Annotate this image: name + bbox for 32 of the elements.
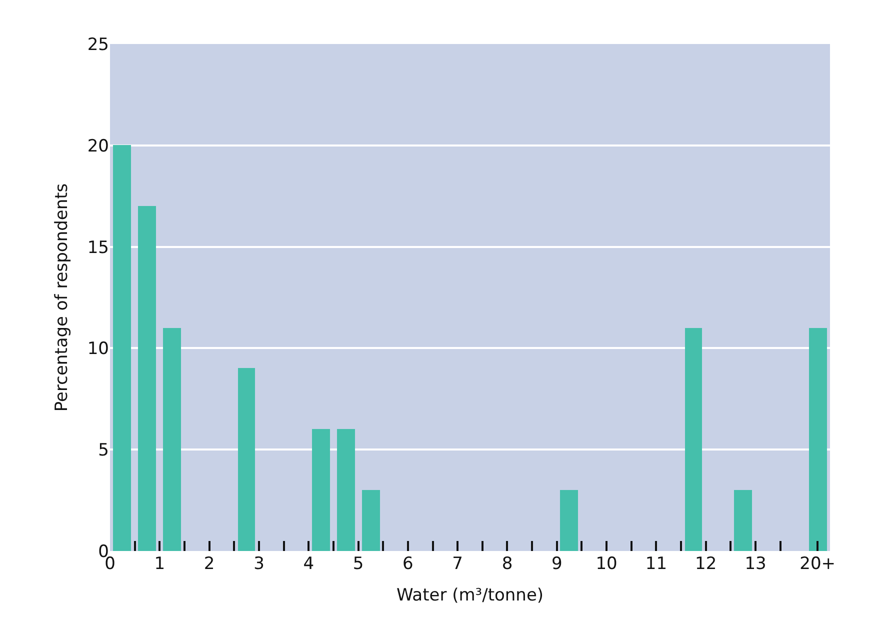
x-tick-label: 11 (645, 554, 668, 574)
bar (362, 490, 380, 551)
y-tick-label: 25 (87, 34, 109, 55)
bar (734, 490, 752, 551)
bar (113, 145, 131, 551)
bar (238, 368, 255, 551)
bar (138, 206, 156, 551)
y-tick-label: 20 (87, 136, 109, 156)
bar (337, 429, 355, 551)
x-tick-label: 13 (744, 554, 766, 574)
x-tick-label: 1 (154, 554, 166, 574)
x-tick-label: 4 (303, 554, 314, 574)
x-tick-label: 20+ (800, 554, 836, 574)
bar (685, 328, 702, 551)
x-tick-label: 6 (402, 554, 414, 574)
x-tick-label: 9 (551, 554, 562, 574)
y-tick-label: 15 (87, 238, 109, 258)
y-tick-label: 5 (98, 440, 109, 461)
x-tick-label: 5 (352, 554, 364, 574)
x-tick-label: 2 (204, 554, 215, 574)
x-tick-label: 10 (596, 554, 618, 574)
bar (163, 328, 181, 551)
bar (312, 429, 330, 551)
bar (809, 328, 827, 551)
x-tick-label: 3 (254, 554, 264, 574)
x-tick-label: 7 (452, 554, 464, 574)
bar (560, 490, 578, 551)
y-tick-label: 10 (87, 339, 109, 360)
x-tick-label: 8 (502, 554, 513, 574)
y-axis-title: Percentage of respondents (52, 183, 72, 412)
x-axis-title: Water (m³/tonne) (396, 585, 544, 606)
x-tick-label: 12 (695, 554, 717, 574)
